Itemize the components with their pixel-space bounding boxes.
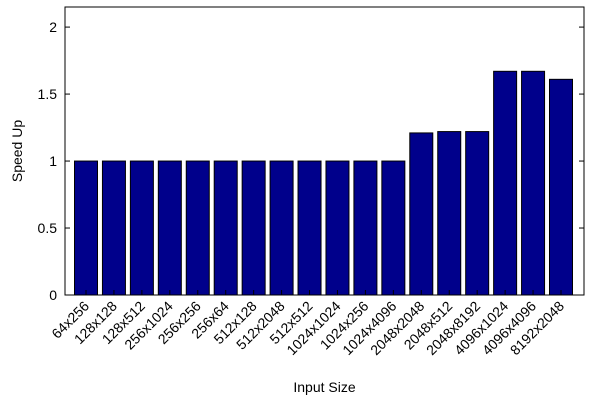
bar-1024x1024 <box>325 160 350 296</box>
bar-512x2048 <box>269 160 294 296</box>
bar-4096x4096 <box>521 70 546 296</box>
bar-128x128 <box>101 160 126 296</box>
bar-1024x256 <box>353 160 378 296</box>
y-axis-ticks: 0 0.5 1 1.5 2 <box>38 19 584 303</box>
bar-256x256 <box>185 160 210 296</box>
bar-1024x4096 <box>381 160 406 296</box>
bar-2048x8192 <box>465 131 490 296</box>
x-axis-label: Input Size <box>293 379 355 395</box>
y-tick-label: 1.5 <box>38 86 58 102</box>
bar-8192x2048 <box>549 78 573 296</box>
y-tick-label: 0 <box>49 287 57 303</box>
bar-64x256 <box>74 160 98 296</box>
x-axis-ticks: 64x256128x128128x512256x1024256x256256x6… <box>48 290 567 358</box>
y-tick-label: 0.5 <box>38 220 58 236</box>
bar-2048x512 <box>437 131 462 296</box>
bar-512x512 <box>297 160 322 296</box>
bar-256x1024 <box>157 160 182 296</box>
y-tick-label: 1 <box>49 153 57 169</box>
y-tick-label: 2 <box>49 19 57 35</box>
bar-2048x2048 <box>409 132 434 296</box>
y-axis-label: Speed Up <box>9 120 25 182</box>
bars-group <box>74 70 573 296</box>
bar-512x128 <box>241 160 266 296</box>
bar-128x512 <box>129 160 154 296</box>
bar-256x64 <box>213 160 238 296</box>
bar-4096x1024 <box>493 70 518 296</box>
